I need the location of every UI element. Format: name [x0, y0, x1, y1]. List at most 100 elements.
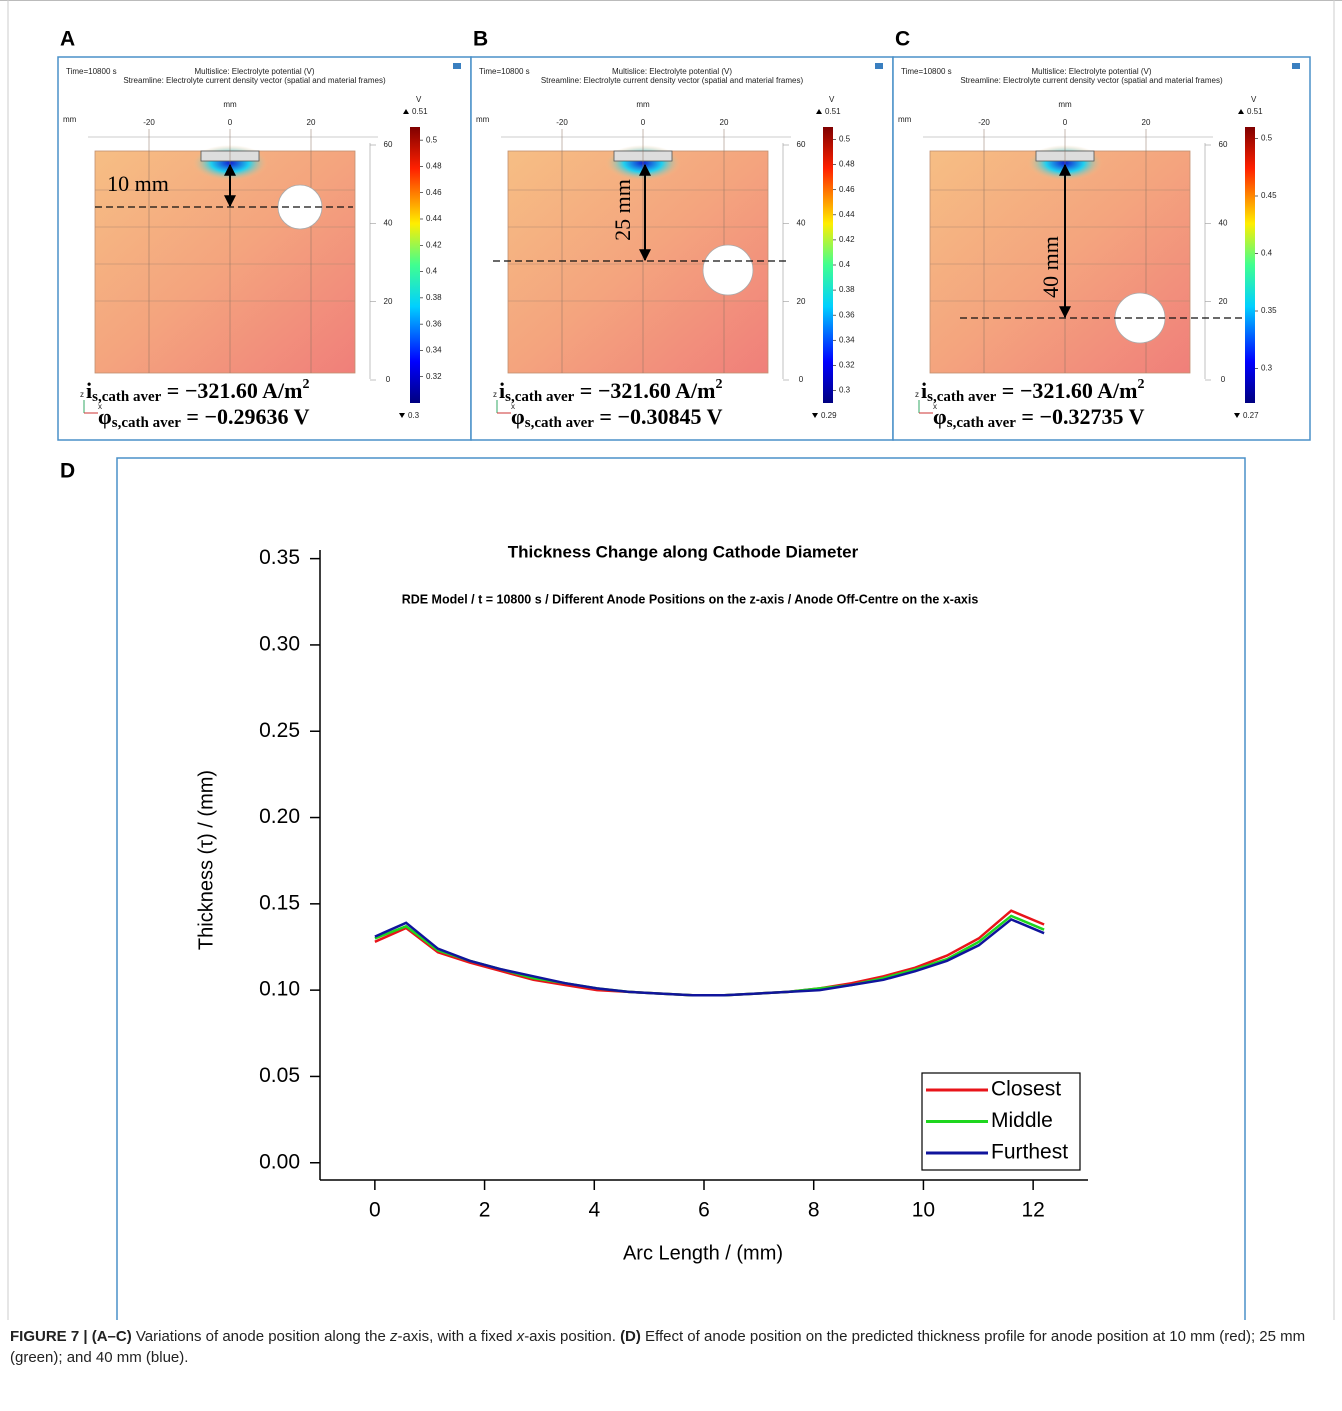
panel: Time=10800 s Multislice: Electrolyte pote… — [893, 57, 1310, 440]
x-tick-label: 20 — [720, 118, 729, 127]
colorbar-tick-label: 0.45 — [1261, 191, 1277, 200]
plot-title: Multislice: Electrolyte potential (V) — [194, 67, 314, 76]
colorbar-unit: V — [416, 95, 422, 104]
z-tick-label: 60 — [797, 140, 806, 149]
z-tick-label: 0 — [799, 375, 804, 384]
x-tick-label: 0 — [369, 1199, 381, 1222]
plot-title: Multislice: Electrolyte potential (V) — [1031, 67, 1151, 76]
colorbar-max: 0.51 — [1247, 107, 1263, 116]
x-tick-label: -20 — [143, 118, 155, 127]
formula-subscript: s,cath aver — [112, 415, 181, 431]
colorbar — [410, 127, 420, 403]
formula-value: = −0.30845 V — [594, 404, 723, 429]
x-tick-label: 2 — [479, 1199, 491, 1222]
series-line — [375, 911, 1044, 996]
plot-title: Streamline: Electrolyte current density … — [541, 76, 804, 85]
page: D ATime=10800 sMultislice: Electrolyte p… — [0, 0, 1342, 1411]
anode — [703, 245, 753, 295]
z-tick-label: 40 — [1219, 218, 1228, 227]
colorbar-tick-label: 0.42 — [426, 240, 442, 249]
panel-label: D — [60, 460, 75, 483]
x-tick-label: 20 — [1142, 118, 1151, 127]
x-axis-label: Arc Length / (mm) — [623, 1242, 783, 1264]
colorbar-tick-label: 0.4 — [426, 267, 438, 276]
caption: FIGURE 7 | (A–C) Variations of anode pos… — [10, 1326, 1310, 1368]
x-tick-label: 6 — [698, 1199, 710, 1222]
formula-value: = −0.32735 V — [1016, 404, 1145, 429]
y-tick-label: 0.15 — [259, 891, 300, 914]
panel: Time=10800 s Multislice: Electrolyte pote… — [58, 57, 471, 440]
colorbar-tick-label: 0.4 — [1261, 249, 1273, 258]
triad-label: z — [80, 390, 84, 399]
x-tick-label: 10 — [912, 1199, 935, 1222]
z-tick-label: 40 — [384, 218, 393, 227]
colorbar-tick-label: 0.46 — [426, 188, 442, 197]
colorbar-tick-label: 0.4 — [839, 260, 851, 269]
legend-label: Closest — [991, 1078, 1061, 1101]
y-tick-label: 0.05 — [259, 1064, 300, 1087]
x-tick-label: -20 — [978, 118, 990, 127]
distance-label: 10 mm — [107, 171, 169, 196]
colorbar-tick-label: 0.48 — [426, 162, 442, 171]
colorbar-min: 0.29 — [821, 411, 837, 420]
x-unit: mm — [223, 100, 237, 109]
colorbar-max: 0.51 — [825, 107, 841, 116]
x-unit: mm — [1058, 100, 1072, 109]
formula-value: = −321.60 A/m — [161, 378, 302, 403]
time-label: Time=10800 s — [66, 67, 117, 76]
colorbar-tick-label: 0.36 — [426, 319, 442, 328]
colorbar-unit: V — [829, 95, 835, 104]
distance-label: 25 mm — [610, 179, 635, 241]
colorbar-tick-label: 0.34 — [426, 346, 442, 355]
formula-superscript: 2 — [715, 377, 722, 392]
panel-label: C — [895, 28, 910, 51]
icon — [1292, 63, 1300, 69]
colorbar-tick-label: 0.48 — [839, 160, 855, 169]
triad-label: z — [915, 390, 919, 399]
z-tick-label: 20 — [797, 297, 806, 306]
y-tick-label: 0.25 — [259, 719, 300, 742]
formula-subscript: s,cath aver — [505, 389, 574, 405]
chart-title: Thickness Change along Cathode Diameter — [508, 542, 859, 561]
z-tick-label: 60 — [1219, 140, 1228, 149]
y-unit: mm — [63, 115, 77, 124]
caption-text: -axis, with a fixed — [397, 1328, 516, 1345]
formula-value: = −0.29636 V — [181, 404, 310, 429]
plot-title: Multislice: Electrolyte potential (V) — [612, 67, 732, 76]
colorbar-tick-label: 0.35 — [1261, 306, 1277, 315]
z-tick-label: 60 — [384, 140, 393, 149]
x-tick-label: 0 — [1063, 118, 1068, 127]
formula-value: = −321.60 A/m — [996, 378, 1137, 403]
icon — [875, 63, 883, 69]
panel: Time=10800 s Multislice: Electrolyte pote… — [471, 57, 893, 440]
colorbar-tick-label: 0.34 — [839, 335, 855, 344]
colorbar-min: 0.27 — [1243, 411, 1259, 420]
y-axis-label: Thickness (τ) / (mm) — [195, 770, 217, 950]
y-tick-label: 0.10 — [259, 978, 300, 1001]
formula-superscript: 2 — [302, 377, 309, 392]
colorbar-tick-label: 0.36 — [839, 310, 855, 319]
colorbar — [823, 127, 833, 403]
y-tick-label: 0.20 — [259, 805, 300, 828]
y-tick-label: 0.35 — [259, 546, 300, 569]
distance-label: 40 mm — [1038, 236, 1063, 298]
x-tick-label: 8 — [808, 1199, 820, 1222]
colorbar-tick-label: 0.32 — [839, 360, 855, 369]
time-label: Time=10800 s — [479, 67, 530, 76]
formula-subscript: s,cath aver — [92, 389, 161, 405]
x-tick-label: 4 — [588, 1199, 600, 1222]
formula-subscript: s,cath aver — [947, 415, 1016, 431]
plot-title: Streamline: Electrolyte current density … — [123, 76, 386, 85]
formula-symbol: φ — [98, 404, 112, 429]
formula-symbol: φ — [933, 404, 947, 429]
chart-frame — [117, 458, 1245, 1320]
colorbar-max: 0.51 — [412, 107, 428, 116]
x-tick-label: 20 — [307, 118, 316, 127]
z-tick-label: 20 — [1219, 297, 1228, 306]
y-unit: mm — [476, 115, 490, 124]
time-label: Time=10800 s — [901, 67, 952, 76]
colorbar-tick-label: 0.38 — [839, 285, 855, 294]
z-tick-label: 0 — [386, 375, 391, 384]
formula-value: = −321.60 A/m — [574, 378, 715, 403]
